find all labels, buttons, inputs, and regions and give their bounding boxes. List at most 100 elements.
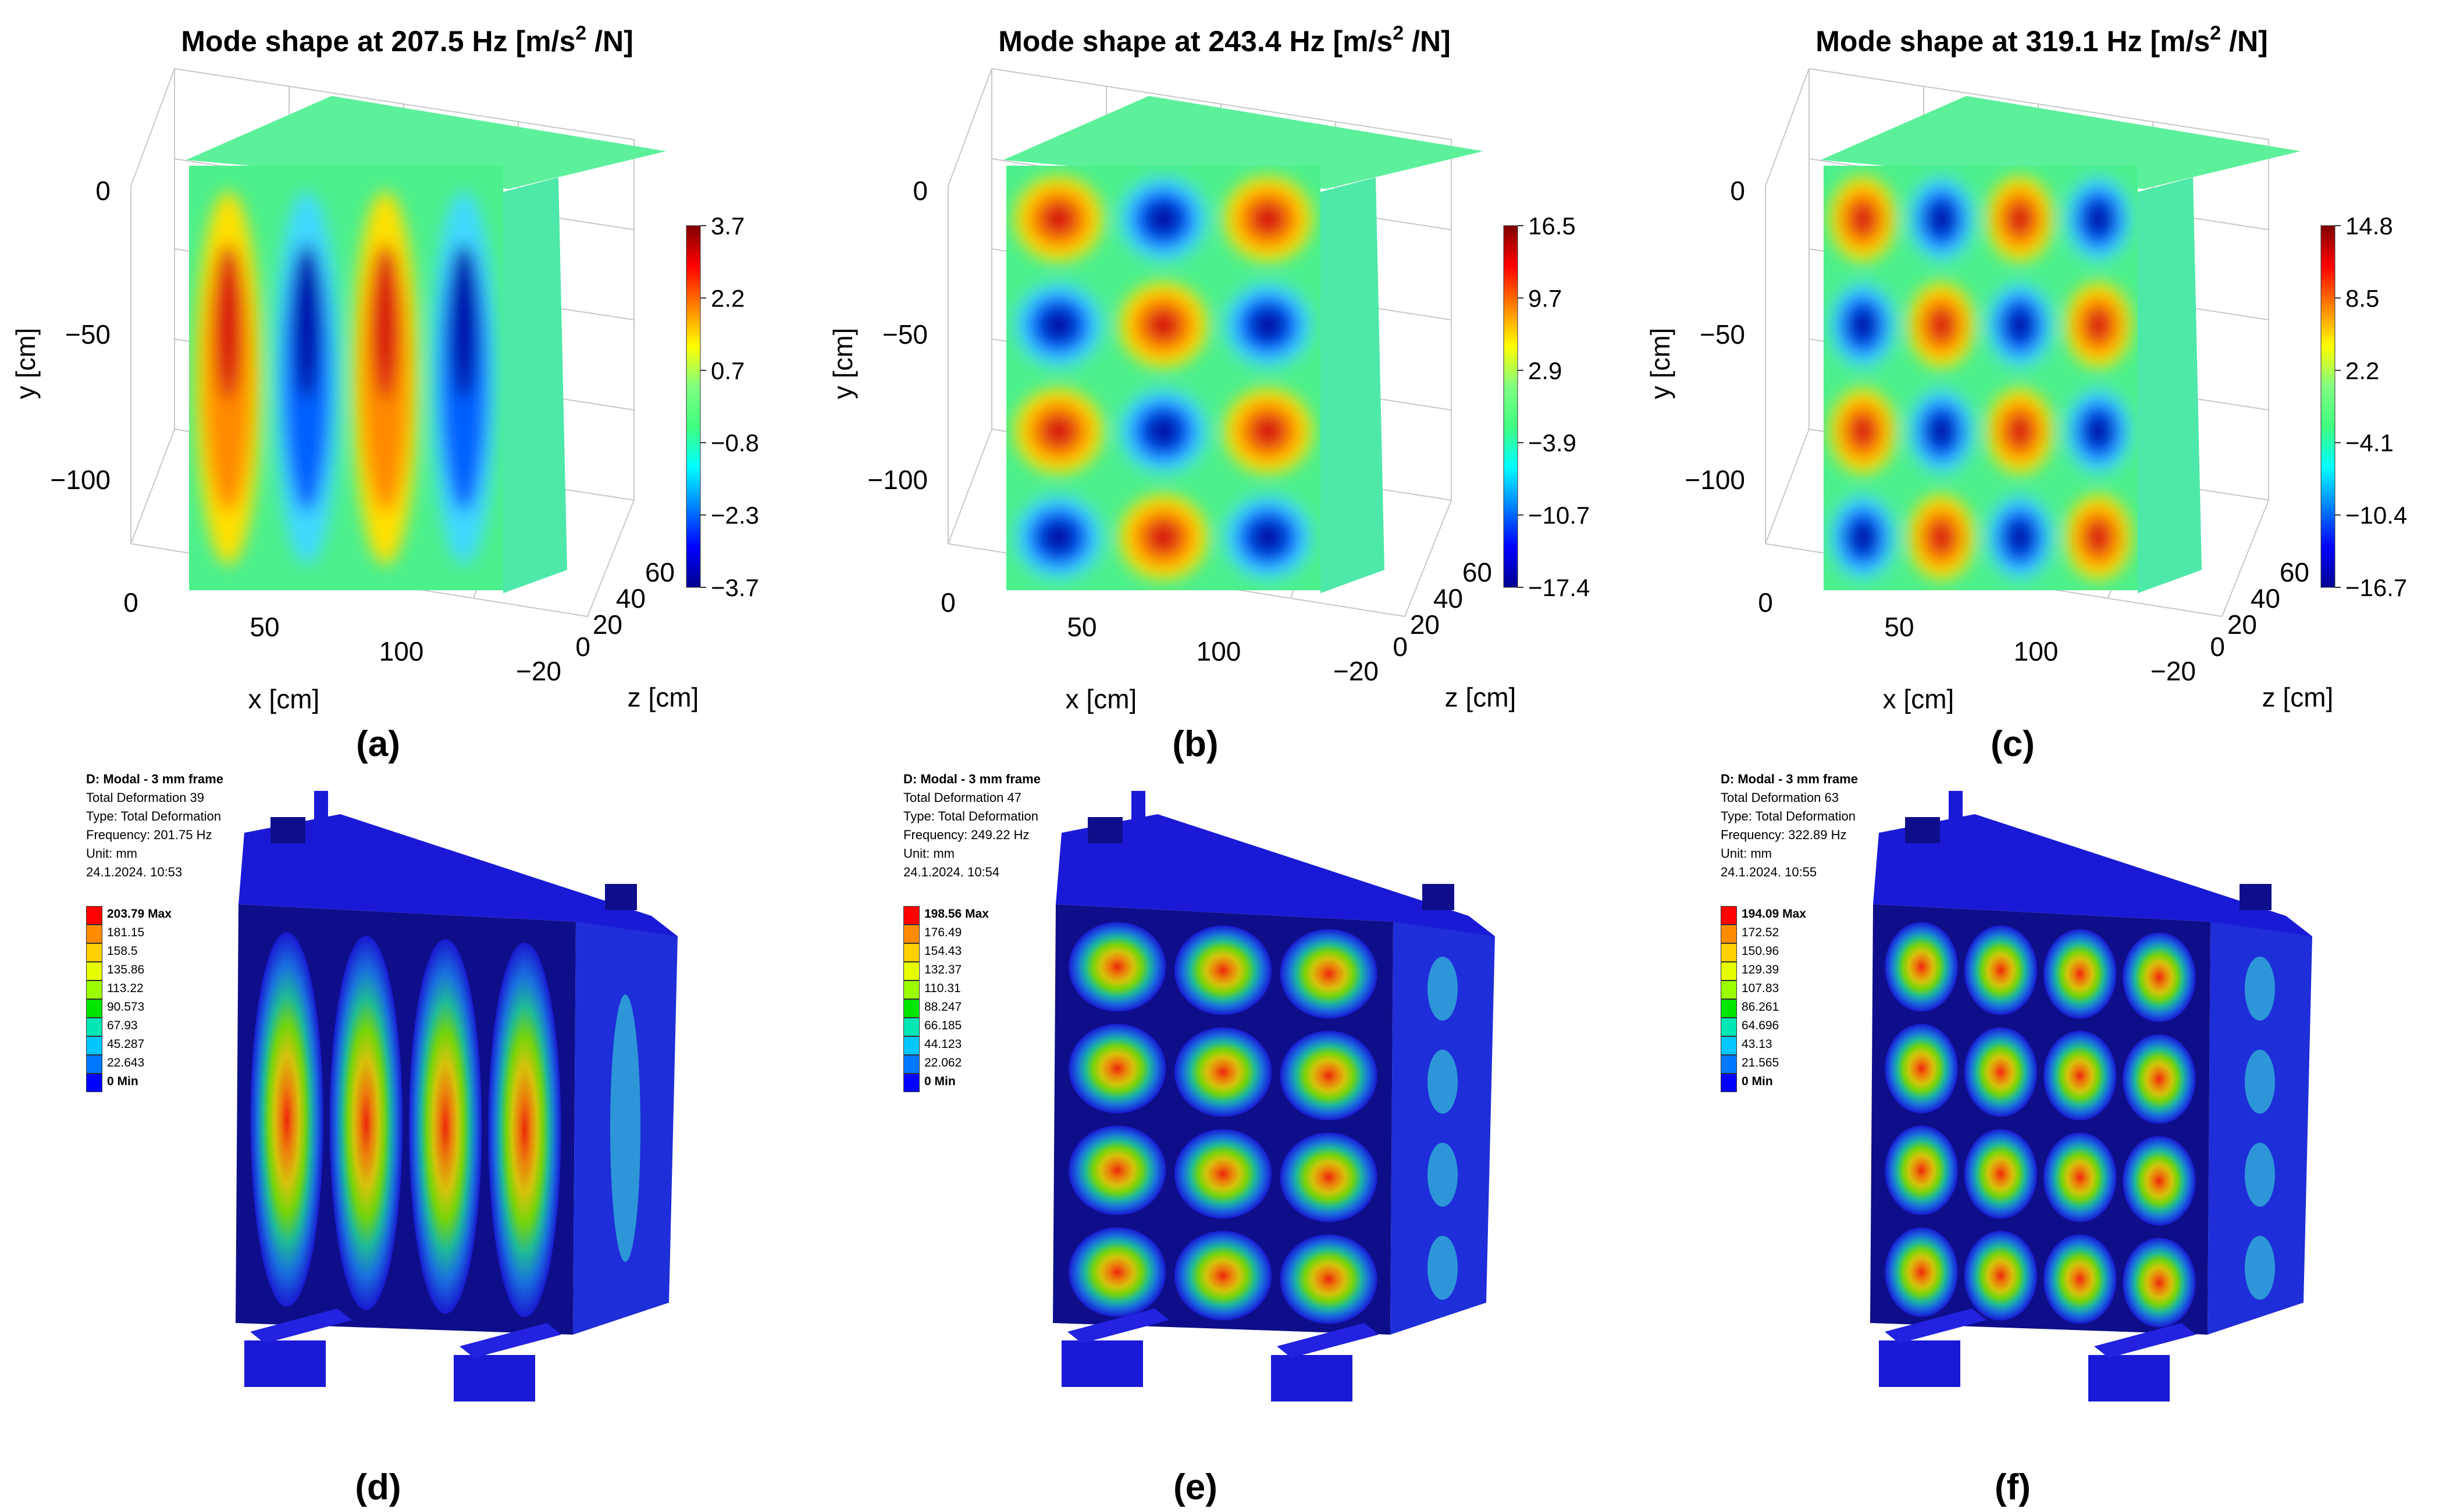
- fea-header-line: Unit: mm: [86, 846, 137, 861]
- fea-f: D: Modal - 3 mm frame Total Deformation 6…: [1635, 768, 2452, 1512]
- legend-label: 172.52: [1742, 926, 1779, 939]
- colorbar: [2320, 225, 2335, 588]
- y-tick-label: −100: [867, 465, 928, 495]
- fea-header-line: 24.1.2024. 10:54: [903, 865, 1000, 879]
- legend-label: 22.643: [107, 1056, 145, 1069]
- legend-label: 194.09 Max: [1742, 907, 1806, 921]
- y-axis-label: y [cm]: [1645, 328, 1675, 400]
- legend-swatch: [86, 1018, 102, 1036]
- subfigure-caption: (f): [1995, 1467, 2031, 1507]
- y-tick-label: −50: [1700, 319, 1745, 350]
- z-tick-label: −20: [1333, 656, 1379, 686]
- fea-header-line: Type: Total Deformation: [1721, 809, 1856, 823]
- legend-swatch: [903, 1018, 920, 1036]
- plot-title: Mode shape at 207.5 Hz [m/s2 /N]: [181, 22, 633, 58]
- legend-label: 88.247: [924, 1000, 962, 1014]
- colorbar-tick-label: 2.2: [711, 284, 745, 312]
- legend-swatch: [86, 999, 102, 1018]
- x-tick-label: 0: [941, 587, 956, 618]
- fea-header-line: Type: Total Deformation: [86, 809, 221, 823]
- legend-label: 129.39: [1742, 963, 1779, 976]
- legend-swatch: [903, 943, 920, 962]
- legend-swatch: [86, 962, 102, 980]
- fea-header-line: Unit: mm: [903, 846, 955, 861]
- legend-label: 158.5: [107, 944, 138, 958]
- y-tick-label: −100: [50, 465, 111, 495]
- mode-shape-surface: [1003, 96, 1483, 593]
- x-axis-label: x [cm]: [248, 684, 320, 714]
- support-foot: [1271, 1355, 1352, 1402]
- legend-swatch: [1721, 925, 1737, 943]
- x-tick-label: 50: [1067, 612, 1096, 642]
- fea-d: D: Modal - 3 mm frame Total Deformation 3…: [0, 768, 817, 1512]
- z-tick-label: 20: [593, 609, 622, 640]
- z-tick-label: 20: [2227, 609, 2257, 640]
- y-axis-label: y [cm]: [10, 328, 41, 400]
- y-tick-label: 0: [95, 176, 111, 206]
- fea-header: D: Modal - 3 mm frame Total Deformation 4…: [903, 770, 1041, 882]
- y-tick-label: 0: [1730, 176, 1745, 206]
- plot-title: Mode shape at 319.1 Hz [m/s2 /N]: [1815, 22, 2267, 58]
- colorbar-tick-label: 2.9: [1528, 357, 1562, 384]
- z-tick-label: 20: [1410, 609, 1440, 640]
- legend-swatch: [1721, 962, 1737, 980]
- x-tick-label: 100: [379, 636, 424, 666]
- mode-shape-surface: [186, 96, 666, 593]
- legend-label: 22.062: [924, 1056, 962, 1069]
- fea-header: D: Modal - 3 mm frame Total Deformation 3…: [86, 770, 223, 882]
- colorbar-tick-label: 14.8: [2345, 212, 2393, 240]
- support-foot: [454, 1355, 535, 1402]
- legend-swatch: [903, 980, 920, 999]
- legend-label: 67.93: [107, 1019, 138, 1032]
- legend-label: 44.123: [924, 1037, 962, 1051]
- colorbar-tick-label: −2.3: [711, 502, 759, 529]
- fea-header-line: D: Modal - 3 mm frame: [1721, 772, 1858, 786]
- colorbar-tick-label: −17.4: [1528, 574, 1590, 601]
- colorbar: [1503, 225, 1518, 588]
- x-tick-label: 100: [1197, 636, 1241, 666]
- y-tick-label: 0: [913, 176, 928, 206]
- fea-header-line: D: Modal - 3 mm frame: [903, 772, 1041, 786]
- legend-swatch: [903, 1074, 920, 1092]
- legend-label: 0 Min: [1742, 1075, 1773, 1088]
- z-tick-label: 40: [2251, 583, 2280, 614]
- legend-label: 198.56 Max: [924, 907, 989, 921]
- legend-label: 0 Min: [107, 1075, 138, 1088]
- legend-swatch: [1721, 943, 1737, 962]
- colorbar-tick-label: 2.2: [2345, 357, 2379, 384]
- legend-label: 43.13: [1742, 1037, 1772, 1051]
- z-axis-label: z [cm]: [2262, 682, 2334, 712]
- deformation-pattern: [1069, 922, 1458, 1324]
- colorbar-tick-label: −10.4: [2345, 502, 2407, 529]
- support-foot: [1062, 1340, 1143, 1387]
- z-tick-label: 40: [1433, 583, 1463, 614]
- legend-label: 113.22: [107, 982, 144, 995]
- legend-label: 154.43: [924, 944, 962, 958]
- fea-header-line: Unit: mm: [1721, 846, 1772, 861]
- legend-swatch: [1721, 999, 1737, 1018]
- fea-header-line: 24.1.2024. 10:53: [86, 865, 183, 879]
- legend-swatch: [903, 925, 920, 943]
- legend-swatch: [86, 1074, 102, 1092]
- plot-a: Mode shape at 207.5 Hz [m/s2 /N] 0 −50 −100…: [0, 0, 817, 768]
- colorbar-tick-label: −10.7: [1528, 502, 1590, 529]
- legend-label: 132.37: [924, 963, 962, 976]
- support-foot: [244, 1340, 326, 1387]
- plot-c: Mode shape at 319.1 Hz [m/s2 /N] 0 −50 −100…: [1635, 0, 2452, 768]
- legend-swatch: [1721, 980, 1737, 999]
- legend-swatch: [86, 943, 102, 962]
- y-tick-label: −50: [882, 319, 928, 350]
- plot-b: Mode shape at 243.4 Hz [m/s2 /N] 0 −50 −100…: [817, 0, 1635, 768]
- fea-header-line: Total Deformation 63: [1721, 790, 1839, 805]
- legend-label: 66.185: [924, 1019, 962, 1032]
- colorbar-tick-label: −16.7: [2345, 574, 2407, 601]
- z-axis-label: z [cm]: [628, 682, 699, 712]
- colorbar-tick-label: 9.7: [1528, 284, 1562, 312]
- legend-label: 150.96: [1742, 944, 1779, 958]
- z-tick-label: −20: [2151, 656, 2196, 686]
- legend-swatch: [86, 1036, 102, 1055]
- legend-label: 21.565: [1742, 1056, 1779, 1069]
- z-axis-label: z [cm]: [1445, 682, 1516, 712]
- fea-header-line: D: Modal - 3 mm frame: [86, 772, 223, 786]
- legend-swatch: [1721, 1055, 1737, 1074]
